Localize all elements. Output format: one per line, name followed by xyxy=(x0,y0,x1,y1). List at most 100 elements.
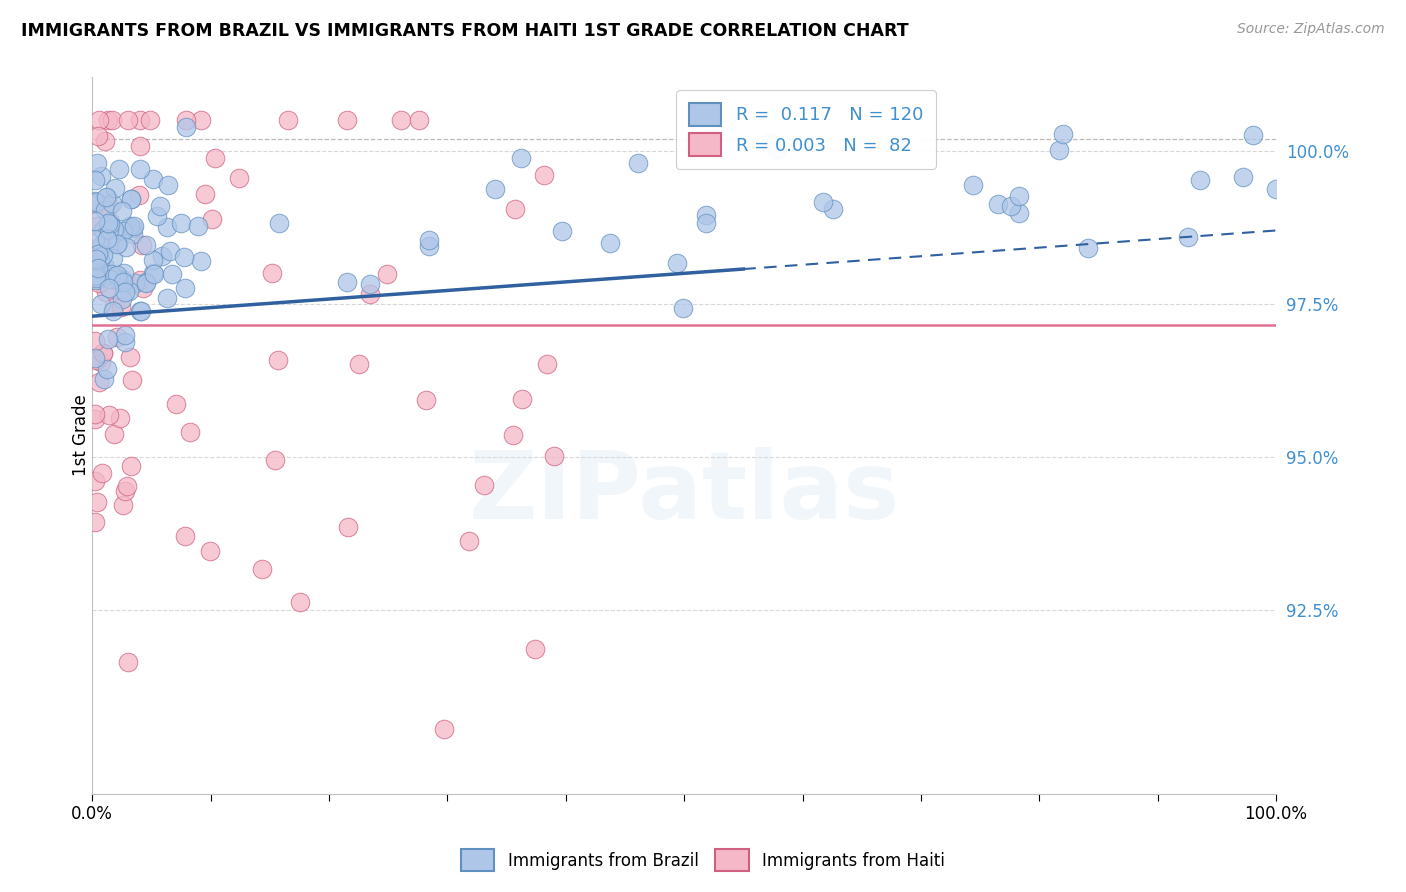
Text: Source: ZipAtlas.com: Source: ZipAtlas.com xyxy=(1237,22,1385,37)
Point xyxy=(112,498,135,512)
Point xyxy=(96,232,118,246)
Point xyxy=(135,275,157,289)
Point xyxy=(117,655,139,669)
Point xyxy=(83,232,105,246)
Point xyxy=(83,197,105,211)
Point xyxy=(156,220,179,235)
Point xyxy=(472,477,495,491)
Point xyxy=(97,113,120,128)
Point xyxy=(758,136,780,150)
Point xyxy=(107,161,129,176)
Point xyxy=(115,479,138,493)
Point xyxy=(86,129,108,144)
Point xyxy=(1264,181,1286,195)
Point xyxy=(84,273,107,287)
Point xyxy=(336,113,359,128)
Point xyxy=(90,237,112,252)
Point xyxy=(135,238,157,252)
Point xyxy=(86,219,108,233)
Point xyxy=(84,475,107,489)
Point xyxy=(104,181,127,195)
Point xyxy=(84,268,107,283)
Point xyxy=(190,253,212,268)
Point xyxy=(86,495,108,509)
Point xyxy=(260,266,283,280)
Point xyxy=(120,219,142,234)
Point xyxy=(263,453,285,467)
Point xyxy=(533,168,555,182)
Point xyxy=(87,261,110,276)
Point xyxy=(98,281,121,295)
Point xyxy=(336,275,359,289)
Point xyxy=(128,304,150,318)
Point xyxy=(97,223,120,237)
Point xyxy=(160,267,183,281)
Point xyxy=(117,277,139,291)
Point xyxy=(86,252,108,267)
Point xyxy=(93,346,115,360)
Point xyxy=(124,276,146,290)
Point xyxy=(120,192,142,206)
Point xyxy=(112,266,135,280)
Point xyxy=(98,215,121,229)
Point xyxy=(201,211,224,226)
Point xyxy=(418,234,440,248)
Point xyxy=(101,113,124,128)
Point xyxy=(433,722,456,736)
Point xyxy=(93,346,115,360)
Point xyxy=(174,529,197,543)
Point xyxy=(821,202,844,216)
Point xyxy=(408,113,430,128)
Point xyxy=(94,285,117,299)
Point xyxy=(267,217,290,231)
Point xyxy=(418,239,440,253)
Point xyxy=(152,249,174,263)
Point xyxy=(128,162,150,177)
Point xyxy=(83,172,105,186)
Point xyxy=(121,373,143,387)
Point xyxy=(105,236,128,251)
Point xyxy=(190,113,212,128)
Point xyxy=(94,134,117,148)
Point xyxy=(89,113,111,128)
Point xyxy=(83,515,105,529)
Point xyxy=(98,199,121,213)
Point xyxy=(1177,229,1199,244)
Point xyxy=(83,351,105,365)
Point xyxy=(108,410,131,425)
Point xyxy=(83,194,105,209)
Point xyxy=(695,216,717,230)
Point xyxy=(1241,128,1264,143)
Point xyxy=(111,203,134,218)
Point xyxy=(1232,170,1254,185)
Point xyxy=(120,192,142,206)
Point xyxy=(105,268,128,283)
Point xyxy=(118,350,141,364)
Point xyxy=(114,285,136,299)
Point xyxy=(695,209,717,223)
Point xyxy=(90,239,112,253)
Point xyxy=(502,427,524,442)
Point xyxy=(107,272,129,286)
Point xyxy=(94,202,117,217)
Point xyxy=(91,223,114,237)
Point xyxy=(139,113,162,128)
Point xyxy=(111,292,134,306)
Point xyxy=(87,375,110,389)
Point xyxy=(523,642,546,657)
Point xyxy=(90,355,112,369)
Point xyxy=(266,352,288,367)
Point xyxy=(813,195,835,210)
Point xyxy=(84,249,107,263)
Point xyxy=(132,281,155,295)
Point xyxy=(1007,188,1029,202)
Point xyxy=(111,272,134,286)
Point xyxy=(174,113,197,128)
Point xyxy=(129,139,152,153)
Point xyxy=(122,220,145,235)
Point xyxy=(89,252,111,267)
Point xyxy=(83,269,105,284)
Point xyxy=(142,172,165,186)
Point xyxy=(131,237,153,252)
Point xyxy=(111,224,134,238)
